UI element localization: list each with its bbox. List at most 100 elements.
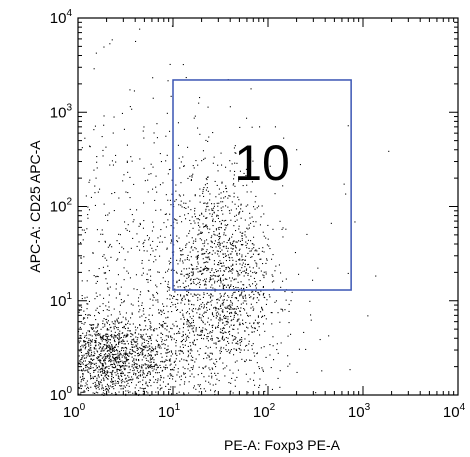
event-dot	[178, 350, 180, 352]
event-dot	[240, 293, 242, 295]
event-dot	[115, 393, 117, 395]
event-dot	[163, 322, 165, 324]
event-dot	[193, 340, 195, 342]
event-dot	[97, 276, 99, 278]
event-dot	[103, 349, 105, 351]
event-dot	[246, 247, 248, 249]
event-dot	[220, 223, 222, 225]
event-dot	[247, 381, 249, 383]
event-dot	[201, 253, 203, 255]
event-dot	[175, 219, 177, 221]
event-dot	[204, 157, 206, 159]
event-dot	[115, 154, 117, 156]
event-dot	[92, 378, 94, 380]
event-dot	[235, 278, 237, 280]
event-dot	[203, 226, 205, 228]
event-dot	[100, 355, 102, 357]
event-dot	[149, 345, 151, 347]
event-dot	[90, 349, 92, 351]
event-dot	[146, 273, 148, 275]
event-dot	[157, 378, 159, 380]
event-dot	[187, 274, 189, 276]
event-dot	[166, 298, 168, 300]
event-dot	[215, 347, 217, 349]
event-dot	[158, 312, 160, 314]
event-dot	[123, 361, 125, 363]
event-dot	[239, 211, 241, 213]
event-dot	[128, 392, 130, 394]
event-dot	[176, 282, 178, 284]
event-dot	[89, 350, 91, 352]
event-dot	[176, 272, 178, 274]
event-dot	[109, 348, 111, 350]
event-dot	[140, 329, 142, 331]
event-dot	[258, 386, 260, 388]
event-dot	[98, 383, 100, 385]
event-dot	[136, 393, 138, 395]
event-dot	[87, 317, 89, 319]
event-dot	[89, 361, 91, 363]
event-dot	[196, 218, 198, 220]
event-dot	[209, 369, 211, 371]
event-dot	[259, 294, 261, 296]
x-axis-ticks	[77, 18, 459, 395]
event-dot	[217, 270, 219, 272]
event-dot	[117, 337, 119, 339]
event-dot	[246, 117, 248, 119]
event-dot	[117, 352, 119, 354]
event-dot	[110, 330, 112, 332]
event-dot	[171, 393, 173, 395]
event-dot	[104, 368, 106, 370]
event-dot	[160, 209, 162, 211]
event-dot	[211, 358, 213, 360]
event-dot	[81, 229, 83, 231]
event-dot	[153, 142, 155, 144]
event-dot	[253, 379, 255, 381]
event-dot	[254, 201, 256, 203]
event-dot	[232, 241, 234, 243]
event-dot	[151, 365, 153, 367]
event-dot	[83, 360, 85, 362]
event-dot	[113, 388, 115, 390]
event-dot	[193, 117, 195, 119]
event-dot	[124, 368, 126, 370]
event-dot	[87, 330, 89, 332]
event-dot	[141, 260, 143, 262]
event-dot	[228, 307, 230, 309]
event-dot	[79, 376, 81, 378]
event-dot	[206, 267, 208, 269]
event-dot	[141, 337, 143, 339]
event-dot	[205, 178, 207, 180]
event-dot	[266, 258, 268, 260]
event-dot	[223, 339, 225, 341]
event-dot	[213, 315, 215, 317]
event-dot	[209, 199, 211, 201]
event-dot	[238, 324, 240, 326]
event-dot	[254, 319, 256, 321]
event-dot	[108, 309, 110, 311]
event-dot	[218, 262, 220, 264]
event-dot	[349, 369, 351, 371]
event-dot	[230, 320, 232, 322]
event-dot	[183, 275, 185, 277]
event-dot	[231, 269, 233, 271]
event-dot	[137, 355, 139, 357]
event-dot	[217, 308, 219, 310]
event-dot	[187, 320, 189, 322]
event-dot	[239, 253, 241, 255]
event-dot	[96, 385, 98, 387]
event-dot	[190, 256, 192, 258]
event-dot	[237, 369, 239, 371]
event-dot	[140, 348, 142, 350]
gate-rectangle[interactable]	[172, 79, 352, 291]
event-dot	[271, 281, 273, 283]
event-dot	[119, 333, 121, 335]
event-dot	[207, 190, 209, 192]
event-dot	[206, 357, 208, 359]
event-dot	[139, 309, 141, 311]
event-dot	[159, 235, 161, 237]
event-dot	[167, 281, 169, 283]
event-dot	[272, 275, 274, 277]
event-dot	[191, 237, 193, 239]
event-dot	[172, 378, 174, 380]
